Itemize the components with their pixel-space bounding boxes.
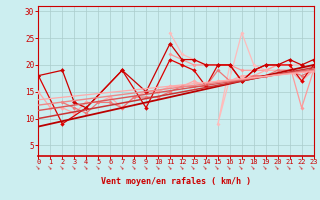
Text: ↓: ↓ <box>107 164 114 171</box>
Text: ↓: ↓ <box>298 164 305 171</box>
Text: ↓: ↓ <box>71 164 78 171</box>
Text: ↓: ↓ <box>59 164 66 171</box>
Text: ↓: ↓ <box>119 164 125 171</box>
Text: ↓: ↓ <box>227 164 233 171</box>
Text: ↓: ↓ <box>250 164 257 171</box>
Text: ↓: ↓ <box>167 164 173 171</box>
Text: ↓: ↓ <box>203 164 209 171</box>
Text: ↓: ↓ <box>35 164 42 171</box>
Text: ↓: ↓ <box>95 164 102 171</box>
Text: ↓: ↓ <box>190 164 197 171</box>
Text: ↓: ↓ <box>143 164 149 171</box>
Text: ↓: ↓ <box>155 164 162 171</box>
Text: ↓: ↓ <box>47 164 54 171</box>
Text: ↓: ↓ <box>83 164 90 171</box>
X-axis label: Vent moyen/en rafales ( km/h ): Vent moyen/en rafales ( km/h ) <box>101 177 251 186</box>
Text: ↓: ↓ <box>214 164 221 171</box>
Text: ↓: ↓ <box>274 164 281 171</box>
Text: ↓: ↓ <box>131 164 138 171</box>
Text: ↓: ↓ <box>262 164 269 171</box>
Text: ↓: ↓ <box>286 164 293 171</box>
Text: ↓: ↓ <box>310 164 317 171</box>
Text: ↓: ↓ <box>179 164 185 171</box>
Text: ↓: ↓ <box>238 164 245 171</box>
